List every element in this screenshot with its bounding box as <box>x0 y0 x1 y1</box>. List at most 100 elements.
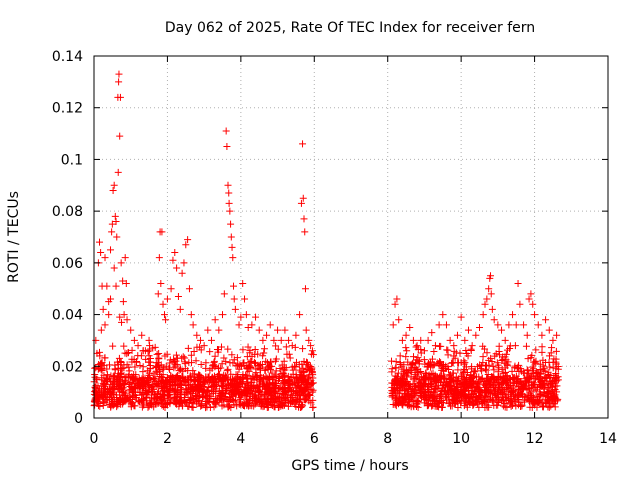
data-point <box>169 256 177 264</box>
data-point <box>464 326 472 334</box>
data-point <box>479 353 487 361</box>
data-point <box>427 382 435 390</box>
data-point <box>118 364 126 372</box>
data-point <box>459 391 467 399</box>
data-point <box>494 376 502 384</box>
data-point <box>470 387 478 395</box>
data-point <box>402 353 410 361</box>
data-point <box>148 381 156 389</box>
data-point <box>198 385 206 393</box>
data-point <box>458 381 466 389</box>
data-point <box>97 360 105 368</box>
data-point <box>94 382 102 390</box>
data-point <box>406 324 414 331</box>
data-point <box>502 396 510 404</box>
data-point <box>120 364 128 372</box>
data-point <box>277 336 285 344</box>
data-point <box>309 404 317 412</box>
data-point <box>552 347 560 355</box>
x-axis-label: GPS time / hours <box>291 458 408 474</box>
data-point <box>145 402 153 410</box>
data-point <box>403 347 411 355</box>
data-point <box>549 336 557 344</box>
data-point <box>309 396 317 404</box>
data-point <box>190 396 198 404</box>
data-point <box>158 374 166 382</box>
data-point <box>534 321 542 329</box>
data-point <box>91 388 99 396</box>
data-point <box>461 336 469 344</box>
y-tick-label: 0.06 <box>52 256 83 272</box>
data-point <box>178 269 186 277</box>
data-point <box>509 311 517 319</box>
data-point <box>529 300 537 308</box>
data-point <box>256 396 264 404</box>
data-point <box>428 393 436 401</box>
data-point <box>500 378 508 386</box>
data-point <box>151 343 159 351</box>
data-point <box>551 403 559 411</box>
data-point <box>392 364 400 372</box>
data-point <box>114 168 122 176</box>
data-point <box>278 380 286 388</box>
data-point <box>413 356 421 364</box>
data-point <box>305 336 313 344</box>
data-point <box>242 311 250 319</box>
data-point <box>201 378 209 386</box>
data-point <box>454 404 462 412</box>
data-point <box>275 403 283 411</box>
data-point <box>457 372 465 380</box>
data-point <box>244 402 252 410</box>
data-point <box>231 389 239 397</box>
data-point <box>230 295 238 303</box>
data-point <box>125 363 133 371</box>
data-point <box>98 359 106 367</box>
data-point <box>388 387 396 395</box>
data-point <box>203 387 211 395</box>
data-point <box>180 377 188 385</box>
data-point <box>527 373 535 381</box>
data-point <box>515 390 523 398</box>
data-point <box>436 358 444 366</box>
data-point <box>110 264 118 272</box>
data-point <box>260 345 268 353</box>
y-tick-label: 0.1 <box>61 152 83 168</box>
data-point <box>170 357 178 365</box>
data-point <box>159 300 167 308</box>
data-point <box>433 378 441 386</box>
data-point <box>243 398 251 406</box>
data-point <box>410 390 418 398</box>
data-point <box>393 396 401 404</box>
data-point <box>405 384 413 392</box>
data-point <box>545 352 553 360</box>
data-point <box>274 345 282 353</box>
data-point <box>225 189 233 197</box>
x-tick-label: 10 <box>452 431 470 447</box>
data-point <box>417 389 425 397</box>
data-point <box>251 345 259 353</box>
data-point <box>190 347 198 355</box>
data-point <box>475 403 483 411</box>
data-point <box>402 331 410 339</box>
data-point <box>130 356 138 364</box>
data-point <box>119 277 127 285</box>
data-point <box>391 375 399 383</box>
data-point <box>142 394 150 402</box>
data-point <box>448 398 456 406</box>
data-point <box>124 349 132 357</box>
data-point <box>140 376 148 384</box>
data-point <box>108 228 116 236</box>
data-point <box>228 351 236 359</box>
data-point <box>185 359 193 367</box>
data-point <box>451 385 459 393</box>
data-point <box>462 346 470 354</box>
data-point <box>297 199 305 207</box>
data-point <box>195 380 203 388</box>
data-point <box>134 352 142 360</box>
data-point <box>176 305 184 313</box>
data-point <box>263 395 271 403</box>
data-point <box>171 249 179 257</box>
data-point <box>417 336 425 344</box>
data-point <box>551 391 559 399</box>
x-tick-label: 6 <box>310 431 319 447</box>
